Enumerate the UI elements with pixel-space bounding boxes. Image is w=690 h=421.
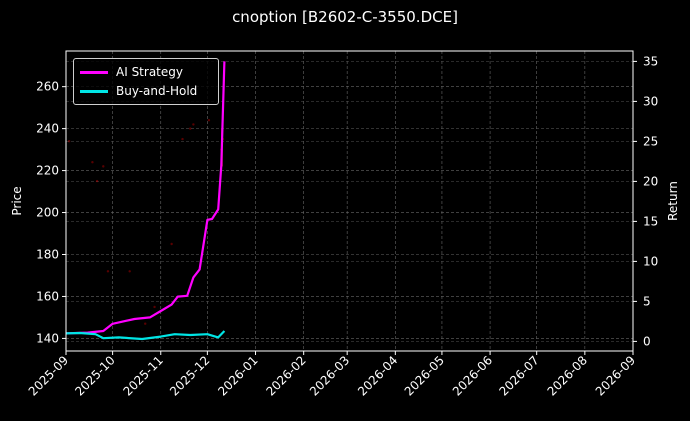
series-line-buy-and-hold	[65, 330, 226, 341]
x-axis: 2025-09 2025-10 2025-11 2025-12 2026-01 2026-…	[26, 351, 638, 399]
y-axis-right: 0 5 10 15 20 25 30 35	[633, 54, 658, 348]
plot-frame	[65, 50, 634, 352]
y2-axis-label: Return	[666, 181, 680, 221]
legend-label: AI Strategy	[116, 65, 183, 79]
legend-item-buy-and-hold: Buy-and-Hold	[80, 82, 197, 100]
legend-label: Buy-and-Hold	[116, 84, 198, 98]
legend-swatch-icon	[80, 89, 108, 93]
x-tick-label: 2026-01	[215, 353, 260, 398]
x-tick-label: 2025-09	[26, 353, 71, 398]
y2-tick-label: 0	[643, 334, 651, 348]
y-tick-label: 260	[36, 80, 59, 94]
y2-tick-label: 15	[643, 214, 658, 228]
x-tick-label: 2025-11	[121, 353, 166, 398]
x-tick-label: 2026-04	[355, 353, 400, 398]
x-tick-label: 2026-06	[450, 353, 495, 398]
y-tick-label: 140	[36, 331, 59, 345]
series-lines	[65, 61, 226, 341]
y2-tick-label: 5	[643, 294, 651, 308]
chart-title: cnoption [B2602-C-3550.DCE]	[232, 8, 458, 26]
y2-tick-label: 35	[643, 54, 658, 68]
y-axis-left: 140 160 180 200 220 240 260	[36, 80, 66, 345]
x-tick-label: 2026-07	[496, 353, 541, 398]
y2-tick-label: 20	[643, 174, 658, 188]
legend-swatch-icon	[80, 70, 108, 74]
x-tick-label: 2026-02	[263, 353, 308, 398]
y2-tick-label: 10	[643, 254, 658, 268]
price-series	[67, 119, 225, 325]
y-tick-label: 220	[36, 164, 59, 178]
y-axis-label: Price	[10, 186, 24, 215]
legend: AI Strategy Buy-and-Hold	[73, 58, 219, 105]
y-tick-label: 200	[36, 206, 59, 220]
x-tick-label: 2026-05	[402, 353, 447, 398]
x-tick-label: 2025-10	[72, 353, 117, 398]
y-tick-label: 180	[36, 247, 59, 261]
y-tick-label: 240	[36, 122, 59, 136]
x-tick-label: 2025-12	[167, 353, 212, 398]
y2-tick-label: 30	[643, 94, 658, 108]
legend-item-ai-strategy: AI Strategy	[80, 63, 183, 81]
y2-tick-label: 25	[643, 134, 658, 148]
x-tick-label: 2026-08	[545, 353, 590, 398]
series-line-ai-strategy	[65, 61, 226, 335]
x-tick-label: 2026-09	[593, 353, 638, 398]
y-tick-label: 160	[36, 289, 59, 303]
x-tick-label: 2026-03	[307, 353, 352, 398]
